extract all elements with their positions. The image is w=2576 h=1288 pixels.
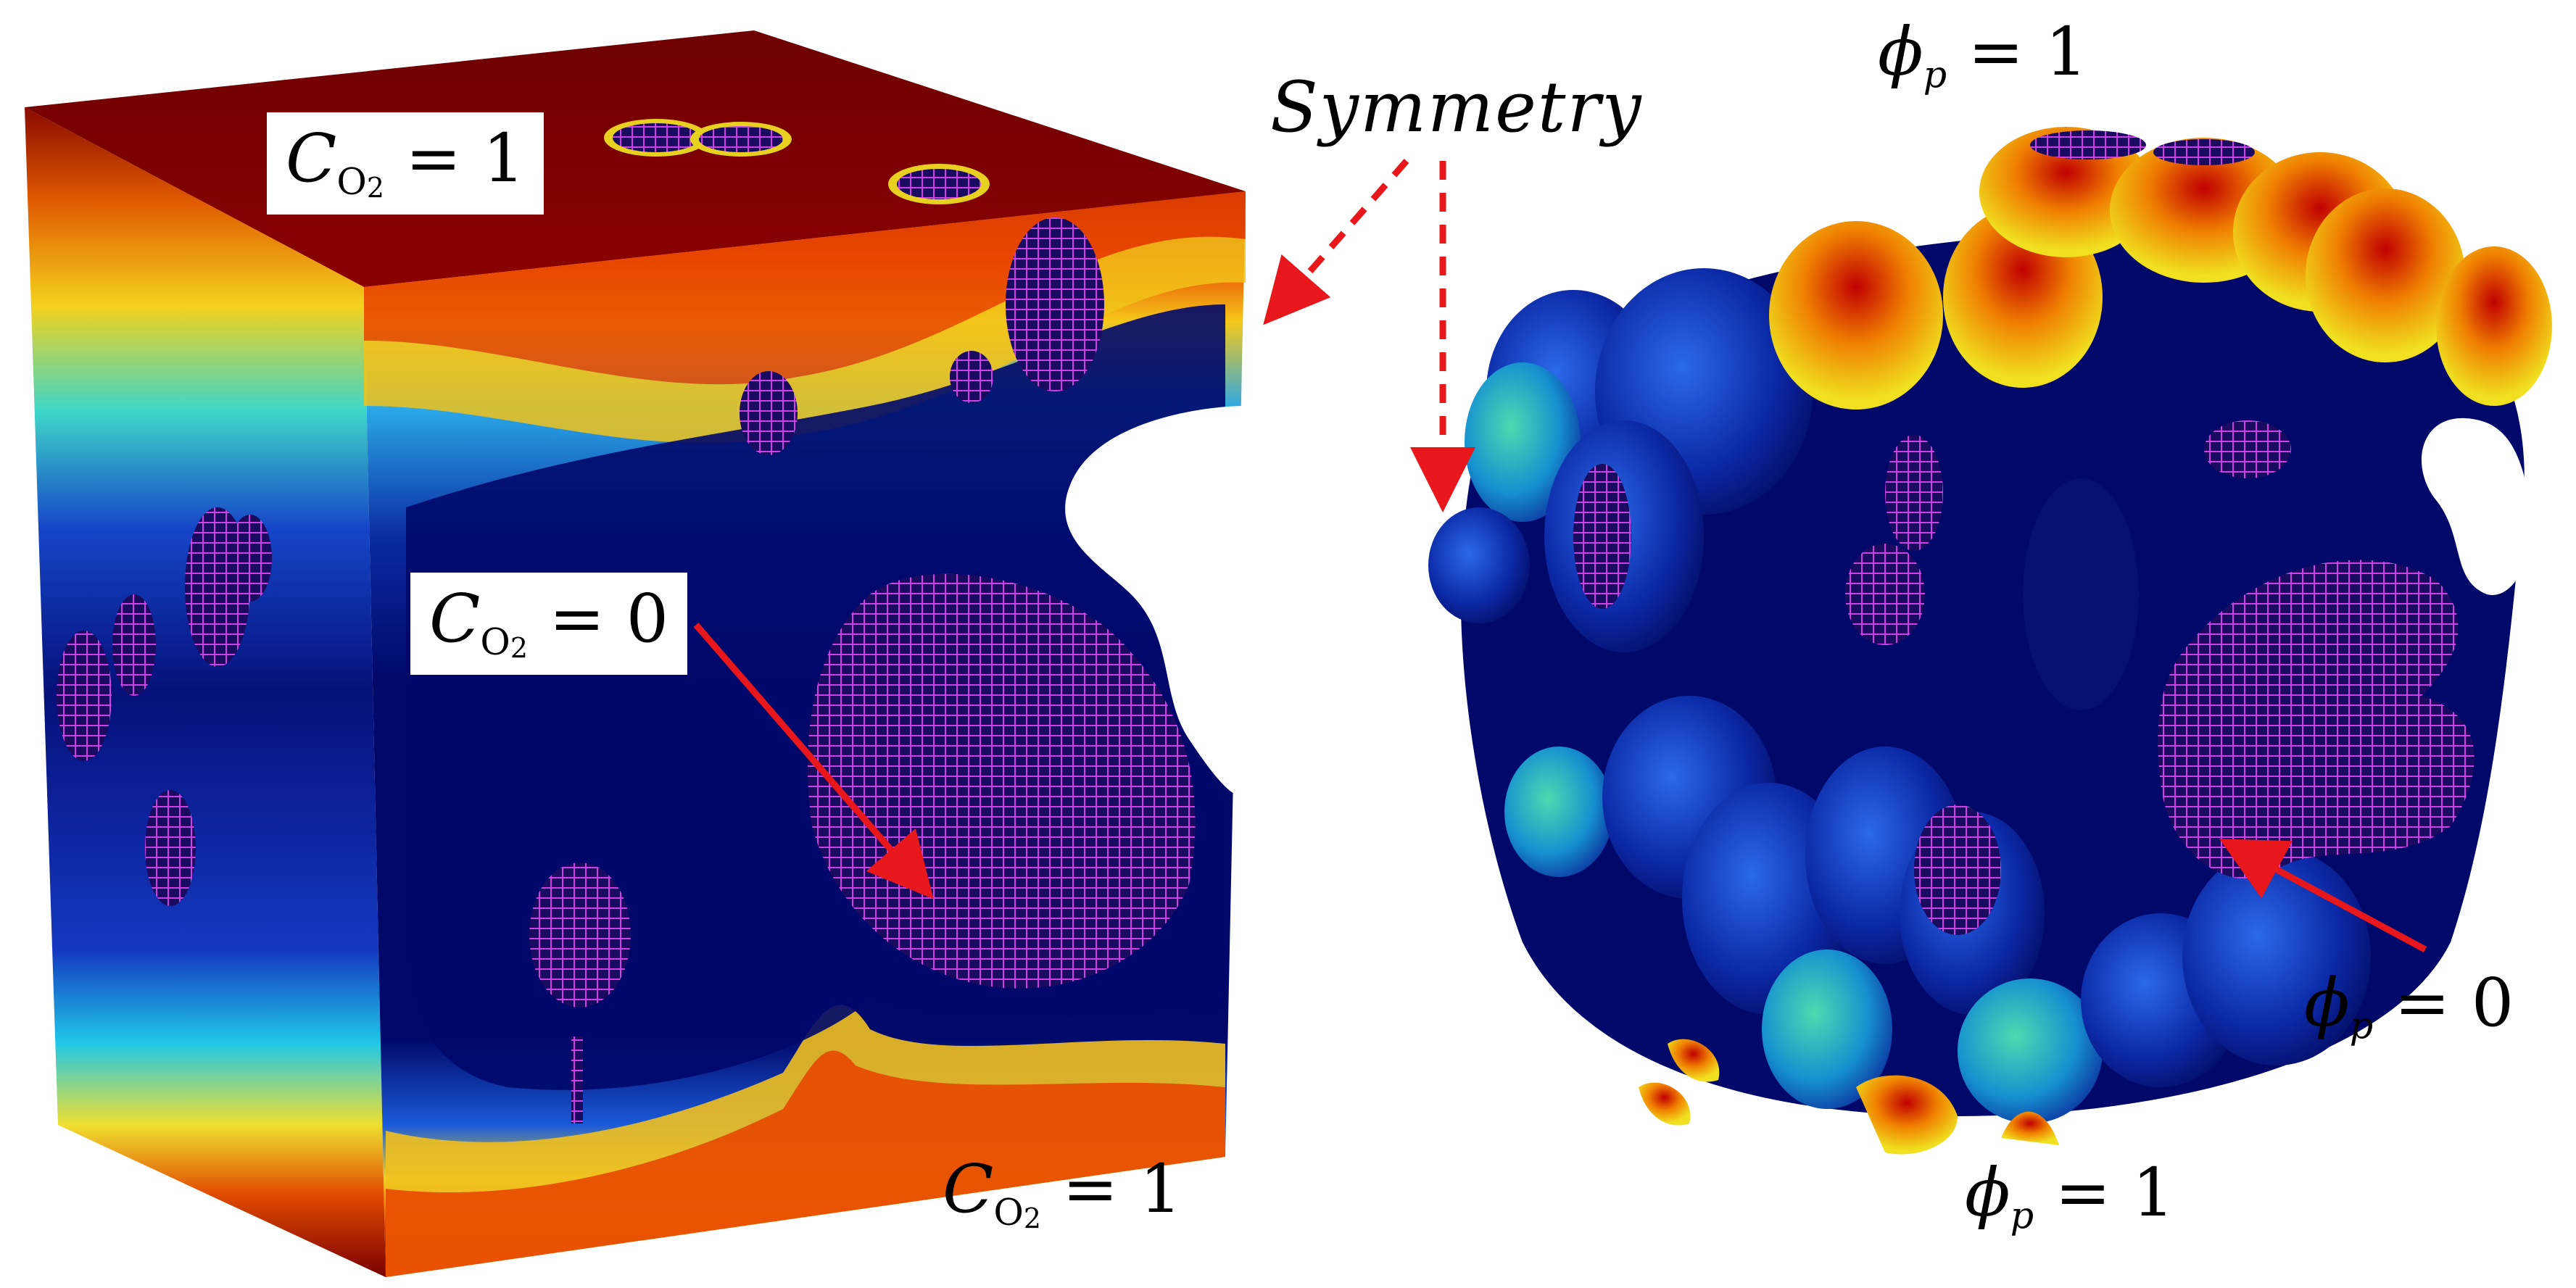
symmetry-arrow-left xyxy=(1263,159,1409,325)
phi-bottom-label: ϕp = 1 xyxy=(1965,1154,2175,1237)
co2-bottom-label: CO2 = 1 xyxy=(943,1150,1183,1234)
symmetry-arrows xyxy=(1263,159,1475,512)
phi-right-label: ϕp = 0 xyxy=(2304,964,2514,1047)
phi-zero-arrow xyxy=(2219,839,2427,952)
co2-top-label: CO2 = 1 xyxy=(267,112,544,215)
co2-mid-label: CO2 = 0 xyxy=(410,573,688,676)
cube-top-face xyxy=(25,30,1246,287)
cube-left-face xyxy=(25,107,386,1277)
co2-zero-arrow xyxy=(693,623,934,899)
symmetry-label: Symmetry xyxy=(1270,67,1643,148)
phi-top-label: ϕp = 1 xyxy=(1878,13,2088,96)
